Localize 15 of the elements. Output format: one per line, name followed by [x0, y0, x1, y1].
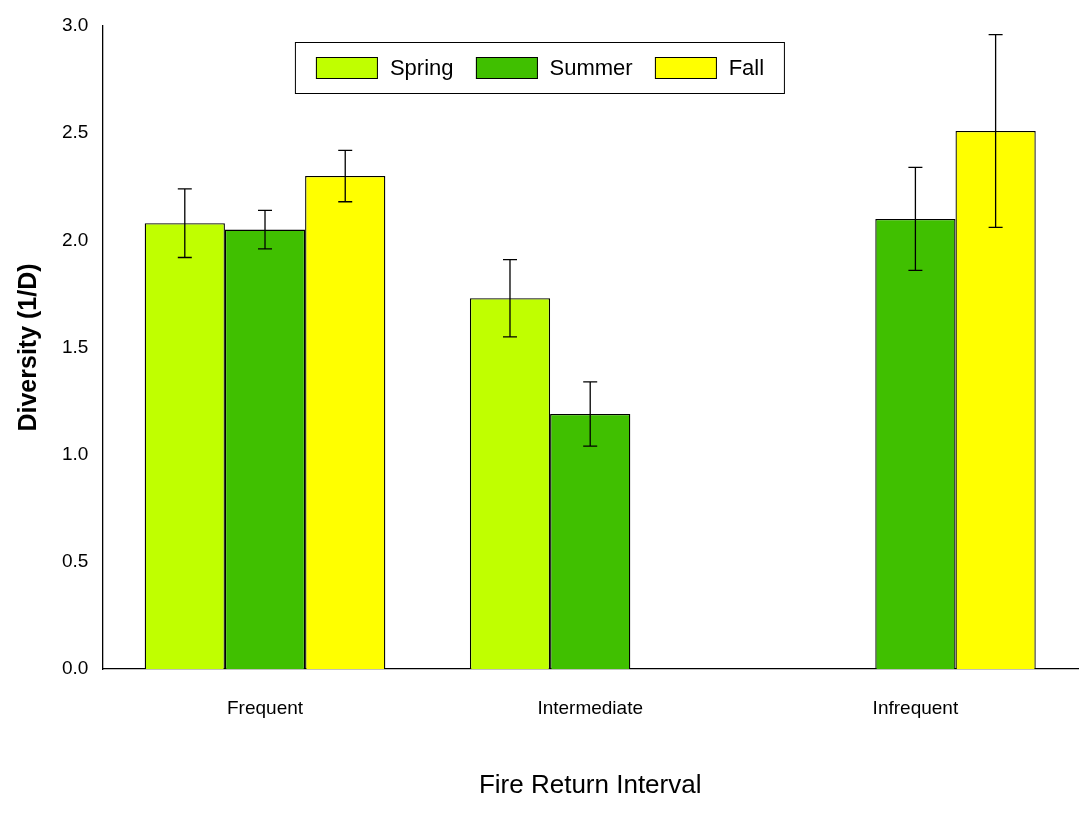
y-tick-label: 3.0: [61, 14, 89, 36]
x-tick-label: Infrequent: [872, 696, 959, 718]
y-tick-label: 1.5: [61, 335, 89, 357]
x-tick-label: Frequent: [226, 696, 304, 718]
legend-label: Fall: [728, 55, 765, 81]
y-tick-label: 0.5: [61, 550, 89, 572]
legend-label: Summer: [549, 55, 633, 81]
x-tick-label: Intermediate: [537, 696, 644, 718]
y-tick-label: 1.0: [61, 442, 89, 464]
x-axis-title: Fire Return Interval: [478, 768, 702, 799]
y-tick-label: 0.0: [61, 657, 89, 679]
y-tick-label: 2.5: [61, 121, 89, 143]
legend-label: Spring: [389, 55, 454, 81]
y-axis-title: Diversity (1/D): [12, 263, 41, 432]
y-tick-label: 2.0: [61, 228, 89, 250]
